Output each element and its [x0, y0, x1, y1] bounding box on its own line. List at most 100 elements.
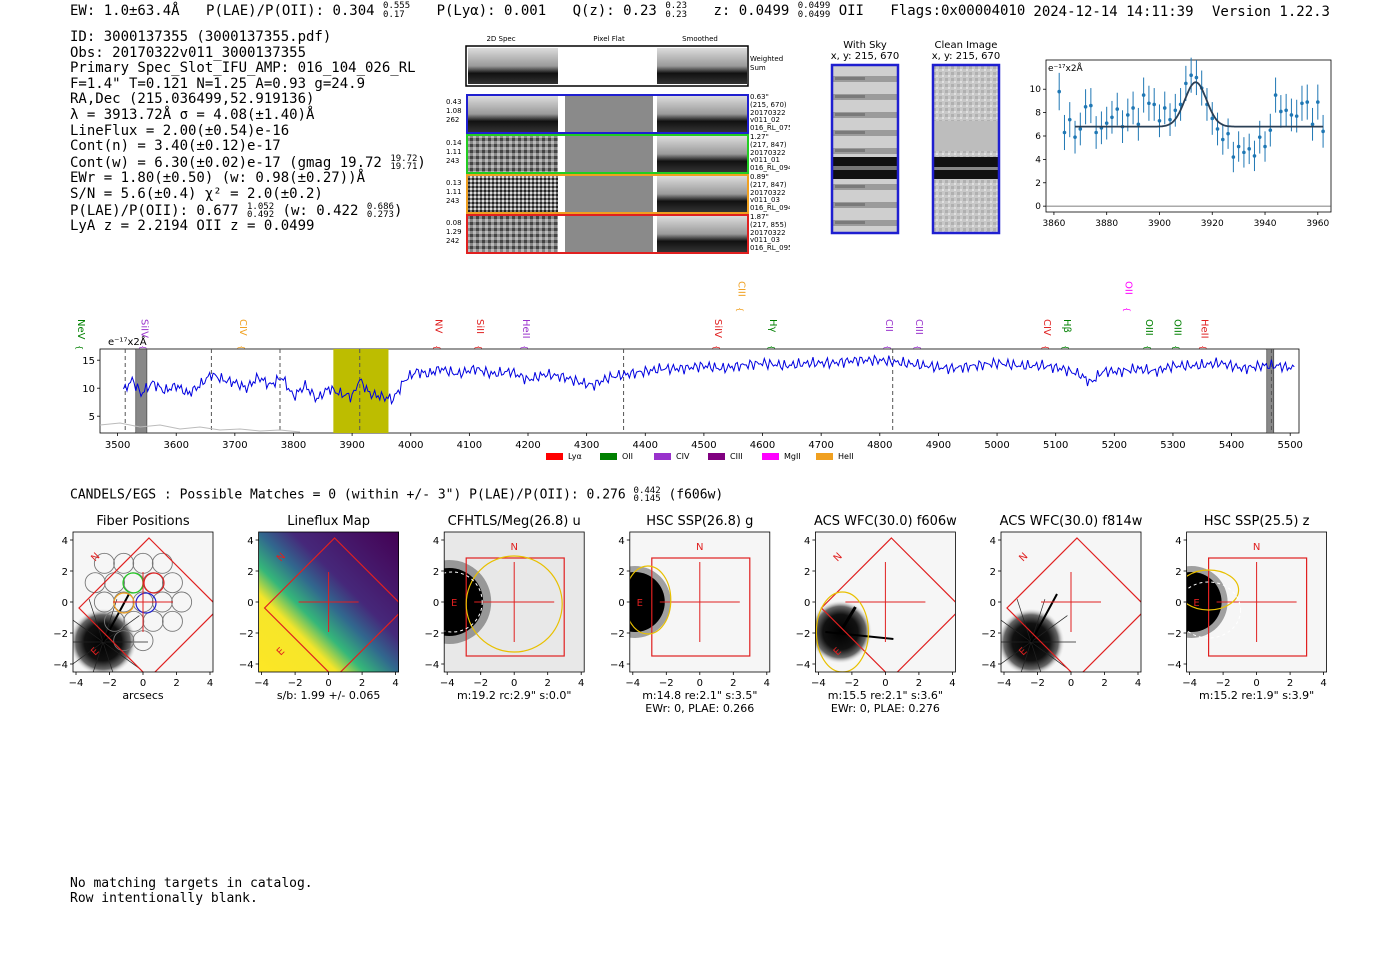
- spec-ylabel: e⁻¹⁷x2Å: [108, 335, 147, 348]
- cutout-panel: Fiber Positions NE −4 −2 0 2 4 4 2 0 −2 −4 arcsecs: [53, 514, 214, 702]
- header-summary: EW: 1.0±63.4Å P(LAE)/P(OII): 0.304 0.555…: [70, 2, 1043, 20]
- spec-xtick-label: 4700: [808, 440, 833, 451]
- svg-text:{: {: [1122, 307, 1131, 312]
- cutout-xtick-label: 0: [511, 678, 517, 689]
- row-frame-blue: [466, 94, 749, 134]
- cutout-xtick-label: 0: [882, 678, 888, 689]
- svg-text:(217, 855): (217, 855): [750, 221, 787, 229]
- svg-text:SiIV: SiIV: [139, 319, 150, 338]
- cutout-xtick-label: −2: [473, 678, 488, 689]
- spec-ytick-label: 10: [82, 384, 95, 395]
- stat-fparams: F=1.4" T=0.121 N=1.25 A=0.93 g=24.9: [70, 75, 366, 92]
- east-label: E: [637, 598, 643, 609]
- cutout-xtick-label: −2: [659, 678, 674, 689]
- line-label-heii: HeII {: [1199, 319, 1210, 350]
- cutout-xtick-label: 4: [764, 678, 770, 689]
- cutout-ytick-label: −4: [981, 660, 996, 671]
- cutout-xtick-label: −4: [997, 678, 1012, 689]
- cutout-ytick-label: 2: [804, 567, 810, 578]
- fit-data-point: [1257, 135, 1262, 139]
- stat-contw: Cont(w) = 6.30(±0.02)e-17 (gmag 19.72 19…: [70, 153, 426, 172]
- cutout-ytick-label: −2: [796, 629, 811, 640]
- svg-text:v011_03: v011_03: [750, 236, 780, 244]
- cutout-ytick-label: 2: [1175, 567, 1181, 578]
- spectrum-line: [123, 354, 1295, 406]
- svg-text:1.08: 1.08: [446, 107, 462, 115]
- stat-radec: RA,Dec (215.036499,52.919136): [70, 91, 315, 108]
- fit-axes-frame: [1045, 59, 1332, 213]
- spec-xtick-label: 5000: [984, 440, 1009, 451]
- svg-text:{: {: [432, 345, 441, 350]
- weighted-label-2: Sum: [750, 64, 766, 72]
- spec-ytick-label: 15: [82, 356, 95, 367]
- cutout-ytick-label: 0: [804, 598, 810, 609]
- svg-text:016_RL_094: 016_RL_094: [750, 164, 790, 172]
- fit-ytick-label: 6: [1035, 132, 1041, 142]
- cutout-ytick-label: 2: [618, 567, 624, 578]
- header-z: z: 0.0499 0.0499 0.0499 OII: [713, 1, 864, 20]
- fit-data-point: [1289, 113, 1294, 117]
- fit-data-point: [1147, 101, 1151, 106]
- footer-line-2: Row intentionally blank.: [70, 891, 258, 906]
- svg-text:{: {: [767, 345, 776, 350]
- fit-xtick-label: 3940: [1254, 219, 1277, 229]
- svg-text:{: {: [1143, 345, 1152, 350]
- svg-text:Hγ: Hγ: [767, 319, 778, 333]
- stat-primary: Primary Spec_Slot_IFU_AMP: 016_104_026_R…: [70, 60, 416, 77]
- fit-data-point: [1152, 102, 1156, 107]
- svg-text:016_RL_095: 016_RL_095: [750, 244, 790, 252]
- header-timestamp: 2024-12-14 14:11:39 Version 1.22.3: [1033, 4, 1330, 20]
- spec-xtick-label: 3600: [163, 440, 188, 451]
- fit-data-point: [1284, 108, 1288, 113]
- cutout-ytick-label: 0: [990, 598, 996, 609]
- cutout-xtick-label: −4: [69, 678, 84, 689]
- spec-ytick-label: 5: [89, 412, 95, 423]
- cutout-xtick-label: −2: [1216, 678, 1231, 689]
- cutout-ytick-label: 0: [247, 598, 253, 609]
- svg-text:016_RL_075: 016_RL_075: [750, 124, 790, 132]
- header-ew: EW: 1.0±63.4Å: [70, 3, 180, 19]
- fit-data-point: [1126, 113, 1130, 117]
- spec-xticks: 3500 3600 3700 3800 3900 4000 4100 4200 4300 4400…: [105, 433, 1303, 451]
- svg-text:{: {: [520, 345, 529, 350]
- cutout-title: ACS WFC(30.0) f606w: [814, 514, 957, 529]
- fit-xtick-label: 3880: [1095, 219, 1118, 229]
- line-label-ciii: CIII {: [735, 281, 746, 312]
- fit-data-point: [1078, 127, 1083, 131]
- cutout-caption: m:15.2 re:1.9" s:3.9": [1199, 689, 1314, 702]
- fit-ytick-label: 4: [1035, 155, 1041, 165]
- svg-text:0.89": 0.89": [750, 173, 769, 181]
- cutout-xtick-label: 2: [545, 678, 551, 689]
- fit-ytick-label: 0: [1035, 202, 1041, 212]
- line-label-cii: CII {: [883, 319, 894, 350]
- spec-xtick-label: 5400: [1219, 440, 1244, 451]
- fit-model-curve: [1075, 81, 1324, 128]
- stat-plae: P(LAE)/P(OII): 0.677 1.052 0.492 (w: 0.42…: [70, 201, 403, 220]
- svg-text:{: {: [1172, 345, 1181, 350]
- with-sky-title: With Sky: [843, 40, 887, 51]
- spec-xtick-label: 4500: [691, 440, 716, 451]
- fit-data-point: [1178, 102, 1183, 107]
- weighted-label-1: Weighted: [750, 55, 783, 63]
- svg-text:0.63": 0.63": [750, 93, 769, 101]
- svg-text:016_RL_094: 016_RL_094: [750, 204, 790, 212]
- cutout-caption: m:15.5 re:2.1" s:3.6": [828, 689, 943, 702]
- masked-region: [1266, 348, 1275, 434]
- svg-text:HeII: HeII: [1199, 319, 1210, 339]
- svg-text:243: 243: [446, 157, 459, 165]
- line-label-nev: NeV {: [75, 319, 86, 350]
- cutout-ytick-label: 4: [433, 536, 439, 547]
- line-label-oiii: OIII {: [1143, 319, 1154, 350]
- svg-text:OII: OII: [622, 452, 633, 461]
- east-label: E: [451, 598, 457, 609]
- legend-item: MgII: [762, 452, 801, 461]
- cutout-image: NE: [629, 532, 770, 672]
- cutout-ytick-label: 4: [804, 536, 810, 547]
- spec-xtick-label: 4200: [515, 440, 540, 451]
- spec-xtick-label: 3800: [281, 440, 306, 451]
- stat-lyaz: LyA z = 2.2194 OII z = 0.0499: [70, 218, 315, 235]
- line-fit-plot: e⁻¹⁷x2Å 0 2 4 6 8 10 3860 3880 3900 3920 3940 3960: [1030, 57, 1332, 229]
- svg-text:CIII: CIII: [730, 452, 743, 461]
- line-label-siiv: SiIV {: [712, 319, 723, 350]
